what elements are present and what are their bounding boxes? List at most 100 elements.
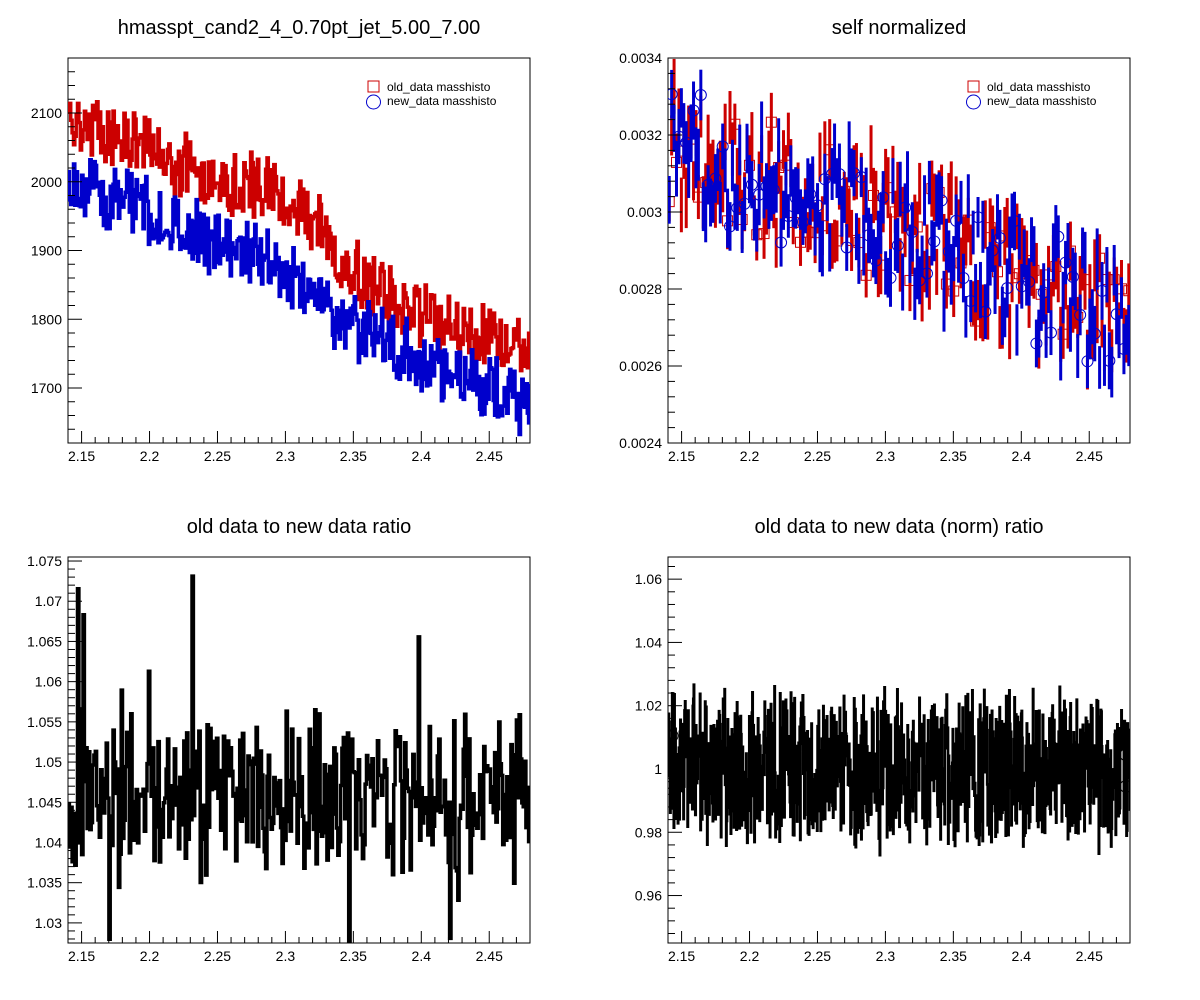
legend-square-marker — [367, 80, 380, 93]
panel-ratio: old data to new data ratio 2.15 2.2 2.25 2.… — [27, 516, 531, 964]
x-tick-label: 2.45 — [476, 948, 503, 964]
data-point — [948, 285, 960, 297]
series-line — [68, 574, 530, 943]
panel-mass-histogram: hmasspt_cand2_4_0.70pt_jet_5.00_7.00 old… — [31, 17, 531, 464]
y-tick-label: 1.06 — [635, 571, 662, 587]
data-point — [979, 305, 992, 318]
data-point — [1072, 311, 1084, 323]
series-1 — [68, 574, 530, 943]
y-tick-label: 1.03 — [35, 915, 62, 931]
data-point — [716, 140, 729, 153]
series-line — [68, 157, 530, 437]
x-tick-label: 2.35 — [340, 448, 367, 464]
series-2 — [68, 157, 530, 437]
x-tick-label: 2.2 — [740, 448, 760, 464]
y-tick-label: 2100 — [31, 105, 62, 121]
data-point — [869, 254, 882, 267]
series-line — [668, 683, 1130, 857]
data-point — [795, 236, 807, 248]
data-point — [668, 729, 679, 743]
data-point — [1044, 326, 1057, 339]
x-tick-label: 2.4 — [412, 948, 432, 964]
x-tick-label: 2.4 — [1012, 448, 1032, 464]
data-point — [891, 239, 904, 252]
y-tick-label: 1.07 — [35, 593, 62, 609]
data-point — [884, 271, 897, 284]
data-point — [1050, 261, 1062, 273]
panel-norm-ratio: old data to new data (norm) ratio 2.15 2.… — [635, 516, 1131, 964]
data-point — [765, 116, 777, 128]
chart-title: old data to new data (norm) ratio — [754, 516, 1043, 538]
series-line — [68, 99, 530, 373]
data-point — [1123, 285, 1130, 297]
legend-label: new_data masshisto — [987, 94, 1097, 108]
series-2 — [668, 69, 1130, 398]
data-point — [709, 172, 722, 185]
y-tick-label: 1800 — [31, 311, 62, 327]
x-tick-label: 2.25 — [804, 448, 831, 464]
axes: 2.15 2.2 2.25 2.3 2.35 2.4 2.45 1.03 1.035 1.04 1.… — [27, 553, 531, 964]
legend-label: old_data masshisto — [987, 80, 1091, 94]
data-point — [993, 231, 1006, 244]
data-point — [1119, 748, 1130, 762]
series-1 — [668, 683, 1130, 857]
chart-title: hmasspt_cand2_4_0.70pt_jet_5.00_7.00 — [118, 17, 481, 39]
data-point — [935, 194, 948, 207]
data-point — [848, 167, 861, 180]
y-tick-label: 1.045 — [27, 794, 62, 810]
y-tick-label: 1.075 — [27, 553, 62, 569]
data-point — [1081, 355, 1094, 368]
series-layer — [68, 99, 530, 437]
legend-label: new_data masshisto — [387, 94, 497, 108]
data-point — [860, 269, 872, 281]
x-tick-label: 2.3 — [876, 948, 896, 964]
chart-title: old data to new data ratio — [187, 516, 412, 538]
legend-label: old_data masshisto — [387, 80, 491, 94]
data-point — [833, 168, 846, 181]
data-point — [738, 197, 751, 210]
x-tick-label: 2.15 — [668, 948, 695, 964]
data-point — [1030, 337, 1043, 350]
y-tick-label: 1.06 — [35, 674, 62, 690]
x-tick-label: 2.15 — [668, 448, 695, 464]
data-point — [767, 183, 780, 196]
panel-self-normalized: self normalized old_data masshistonew_da… — [619, 17, 1131, 464]
x-tick-label: 2.15 — [68, 448, 95, 464]
x-tick-label: 2.35 — [940, 948, 967, 964]
legend-circle-marker — [366, 94, 381, 110]
x-tick-label: 2.25 — [804, 948, 831, 964]
data-point — [1052, 230, 1065, 243]
y-tick-label: 0.003 — [627, 204, 662, 220]
y-tick-label: 0.0028 — [619, 281, 662, 297]
data-point — [811, 199, 824, 212]
data-point — [775, 236, 788, 249]
data-point — [804, 188, 817, 201]
x-tick-label: 2.25 — [204, 448, 231, 464]
data-point — [957, 272, 970, 285]
x-tick-label: 2.3 — [276, 448, 296, 464]
y-tick-label: 0.0024 — [619, 435, 662, 451]
x-tick-label: 2.25 — [204, 948, 231, 964]
data-point — [913, 274, 926, 287]
y-tick-label: 1.04 — [635, 634, 662, 650]
x-tick-label: 2.35 — [940, 448, 967, 464]
legend-circle-marker — [966, 94, 981, 110]
y-tick-label: 1.02 — [635, 698, 662, 714]
data-point — [1066, 270, 1079, 283]
x-tick-label: 2.2 — [740, 948, 760, 964]
series-layer — [668, 683, 1130, 857]
series-layer — [668, 58, 1130, 398]
axes: 2.15 2.2 2.25 2.3 2.35 2.4 2.45 1700 1800 1900 200… — [31, 57, 531, 464]
data-point — [694, 89, 707, 102]
data-point — [1074, 308, 1087, 321]
y-tick-label: 1.04 — [35, 834, 62, 850]
x-tick-label: 2.2 — [140, 948, 160, 964]
data-point — [668, 776, 679, 790]
data-point — [1119, 779, 1130, 793]
x-tick-label: 2.45 — [1076, 448, 1103, 464]
y-tick-label: 0.0032 — [619, 127, 662, 143]
data-point — [729, 118, 741, 130]
x-tick-label: 2.4 — [1012, 948, 1032, 964]
